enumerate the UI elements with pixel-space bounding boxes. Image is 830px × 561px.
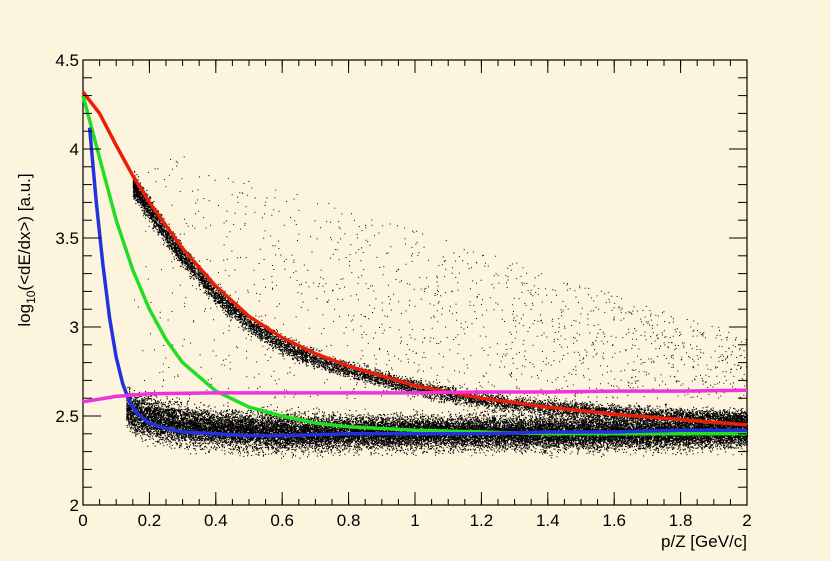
- y-axis-title-rest: (<dE/dx>) [a.u.]: [15, 173, 34, 290]
- x-tick-label: 0.2: [138, 511, 162, 530]
- x-tick-label: 1.8: [669, 511, 693, 530]
- y-tick-label: 4.5: [55, 51, 79, 70]
- y-tick-label: 3.5: [55, 229, 79, 248]
- x-tick-label: 0: [78, 511, 87, 530]
- x-tick-label: 0.4: [204, 511, 228, 530]
- x-tick-label: 1.6: [602, 511, 626, 530]
- blue-curve: [87, 127, 747, 438]
- x-tick-label: 0.6: [270, 511, 294, 530]
- y-tick-label: 4: [70, 140, 79, 159]
- x-tick-label: 1.2: [470, 511, 494, 530]
- x-tick-label: 1: [410, 511, 419, 530]
- green-curve: [81, 95, 747, 436]
- red-curve: [81, 90, 748, 427]
- scatter-band-1: [126, 386, 749, 459]
- x-axis-title: p/Z [GeV/c]: [661, 532, 747, 551]
- magenta-curve: [82, 388, 748, 404]
- scatter-points: [126, 156, 749, 459]
- x-tick-label: 0.8: [337, 511, 361, 530]
- curves: [81, 90, 748, 438]
- y-axis-title: log10(<dE/dx>) [a.u.]: [15, 173, 38, 326]
- y-tick-label: 3: [70, 318, 79, 337]
- axes: 0 0.2 0.4 0.6 0.8 1 1.2 1.4 1.6 1.8 2 2 2.5 3 3.5 4 4.5: [55, 51, 751, 530]
- y-axis-title-log: log: [15, 304, 34, 327]
- x-tick-label: 2: [742, 511, 751, 530]
- y-axis-title-sub: 10: [24, 290, 38, 304]
- y-tick-label: 2: [70, 496, 79, 515]
- x-tick-label: 1.4: [536, 511, 560, 530]
- y-tick-label: 2.5: [55, 407, 79, 426]
